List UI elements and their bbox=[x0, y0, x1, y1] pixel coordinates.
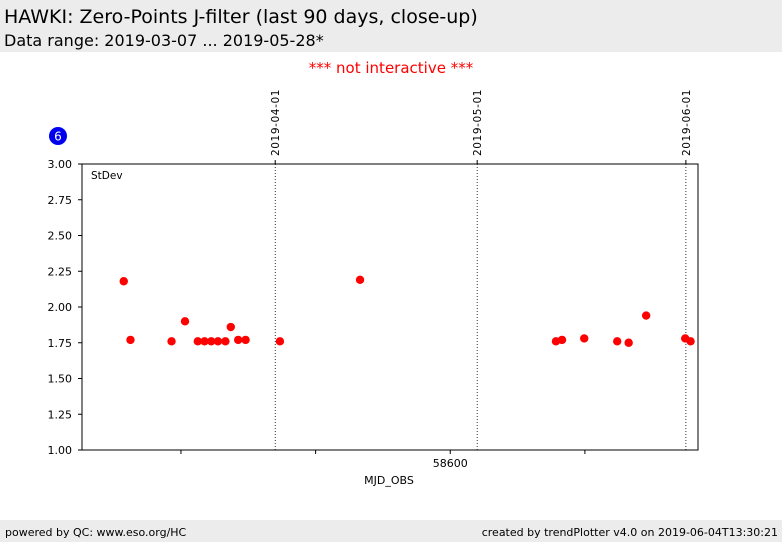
y-tick-label: 1.00 bbox=[48, 444, 73, 457]
plot-frame bbox=[81, 163, 699, 451]
data-range-subtitle: Data range: 2019-03-07 ... 2019-05-28* bbox=[4, 31, 324, 50]
y-tick-label: 1.50 bbox=[48, 373, 73, 386]
data-point bbox=[241, 335, 250, 345]
data-point bbox=[207, 337, 216, 346]
plot-number-badge: 6 bbox=[49, 127, 67, 145]
data-point bbox=[193, 337, 202, 346]
data-points bbox=[119, 275, 695, 347]
data-point bbox=[213, 337, 223, 346]
date-marker-label: 2019-04-01 bbox=[270, 89, 282, 156]
date-marker-label: 2019-06-01 bbox=[681, 89, 693, 156]
data-point bbox=[200, 337, 209, 346]
data-point bbox=[180, 317, 190, 326]
data-point bbox=[126, 335, 135, 345]
data-point bbox=[167, 337, 176, 346]
y-tick-label: 2.00 bbox=[48, 301, 73, 314]
badge-circle bbox=[49, 127, 67, 145]
data-point bbox=[226, 322, 235, 332]
data-point bbox=[686, 337, 695, 346]
date-marker-label: 2019-05-01 bbox=[472, 89, 484, 156]
data-point bbox=[119, 277, 128, 286]
y-tick-label: 1.75 bbox=[48, 337, 73, 350]
y-tick-label: 3.00 bbox=[48, 158, 73, 171]
page-title: HAWKI: Zero-Points J-filter (last 90 day… bbox=[4, 6, 478, 28]
date-markers: 2019-04-01 2019-05-01 2019-06-01 bbox=[270, 89, 693, 450]
data-point bbox=[233, 335, 243, 345]
data-point bbox=[557, 335, 567, 345]
header-bar: HAWKI: Zero-Points J-filter (last 90 day… bbox=[0, 0, 782, 52]
data-point bbox=[624, 338, 633, 347]
data-point bbox=[355, 275, 365, 285]
data-point bbox=[641, 311, 651, 320]
x-axis-label: MJD_OBS bbox=[364, 474, 414, 487]
created-by-text: created by trendPlotter v4.0 on 2019-06-… bbox=[481, 526, 778, 539]
data-point bbox=[275, 337, 285, 346]
y-tick-label: 2.50 bbox=[48, 230, 73, 243]
powered-by-text: powered by QC: www.eso.org/HC bbox=[5, 526, 187, 539]
footer-bar: powered by QC: www.eso.org/HC created by… bbox=[0, 520, 782, 542]
chart-axes: 1.00 1.25 1.50 1.75 2.00 2.25 2.50 2.75 3.00 5860… bbox=[48, 158, 699, 487]
data-point bbox=[613, 337, 622, 346]
data-point bbox=[580, 334, 589, 343]
not-interactive-notice: *** not interactive *** bbox=[308, 59, 474, 77]
data-point bbox=[221, 337, 230, 346]
y-tick-label: 1.25 bbox=[48, 408, 73, 421]
y-tick-label: 2.25 bbox=[48, 265, 73, 278]
y-tick-label: 2.75 bbox=[48, 194, 73, 207]
badge-label: 6 bbox=[54, 130, 62, 144]
panel-label: StDev bbox=[91, 170, 123, 182]
x-tick-label: 58600 bbox=[433, 457, 468, 470]
